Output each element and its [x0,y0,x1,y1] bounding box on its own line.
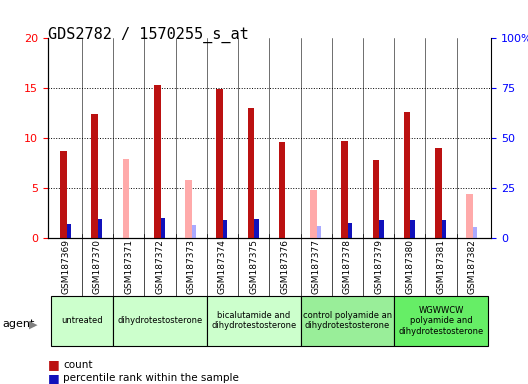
Text: control polyamide an
dihydrotestosterone: control polyamide an dihydrotestosterone [303,311,392,330]
Bar [341,141,348,238]
Bar [310,190,317,238]
Bar [98,219,102,238]
Text: GSM187374: GSM187374 [218,240,227,294]
Bar [348,222,352,238]
Bar [67,224,71,238]
Text: percentile rank within the sample: percentile rank within the sample [63,373,239,383]
Bar [248,108,254,238]
Bar [435,148,441,238]
Bar [441,220,446,238]
Text: GSM187369: GSM187369 [62,239,71,295]
Bar [154,85,161,238]
Text: GSM187377: GSM187377 [312,239,320,295]
Text: GDS2782 / 1570255_s_at: GDS2782 / 1570255_s_at [48,27,248,43]
Bar [379,220,383,238]
Bar [161,218,165,238]
Bar [373,160,379,238]
Bar [404,112,410,238]
Text: GSM187376: GSM187376 [280,239,289,295]
Bar [223,220,228,238]
Bar [185,180,192,238]
Text: GSM187379: GSM187379 [374,239,383,295]
Text: GSM187382: GSM187382 [468,240,477,294]
Bar [51,296,113,346]
Text: agent: agent [3,319,35,329]
Text: GSM187378: GSM187378 [343,239,352,295]
Text: dihydrotestosterone: dihydrotestosterone [117,316,203,325]
Text: ▶: ▶ [29,319,37,329]
Bar [122,159,129,238]
Bar [254,219,259,238]
Text: GSM187375: GSM187375 [249,239,258,295]
Bar [216,89,223,238]
Bar [394,296,488,346]
Bar [207,296,300,346]
Bar [410,220,415,238]
Text: bicalutamide and
dihydrotestosterone: bicalutamide and dihydrotestosterone [211,311,296,330]
Text: WGWWCW
polyamide and
dihydrotestosterone: WGWWCW polyamide and dihydrotestosterone [399,306,484,336]
Bar [60,151,67,238]
Text: GSM187371: GSM187371 [124,239,133,295]
Text: untreated: untreated [61,316,102,325]
Text: GSM187380: GSM187380 [406,239,414,295]
Bar [317,226,321,238]
Bar [466,194,473,238]
Bar [300,296,394,346]
Bar [473,227,477,238]
Bar [279,142,286,238]
Text: GSM187381: GSM187381 [437,239,446,295]
Bar [91,114,98,238]
Text: GSM187370: GSM187370 [93,239,102,295]
Text: ■: ■ [48,372,59,384]
Text: GSM187373: GSM187373 [187,239,196,295]
Bar [192,225,196,238]
Text: ■: ■ [48,358,59,371]
Text: count: count [63,360,93,370]
Text: GSM187372: GSM187372 [155,240,164,294]
Bar [113,296,207,346]
